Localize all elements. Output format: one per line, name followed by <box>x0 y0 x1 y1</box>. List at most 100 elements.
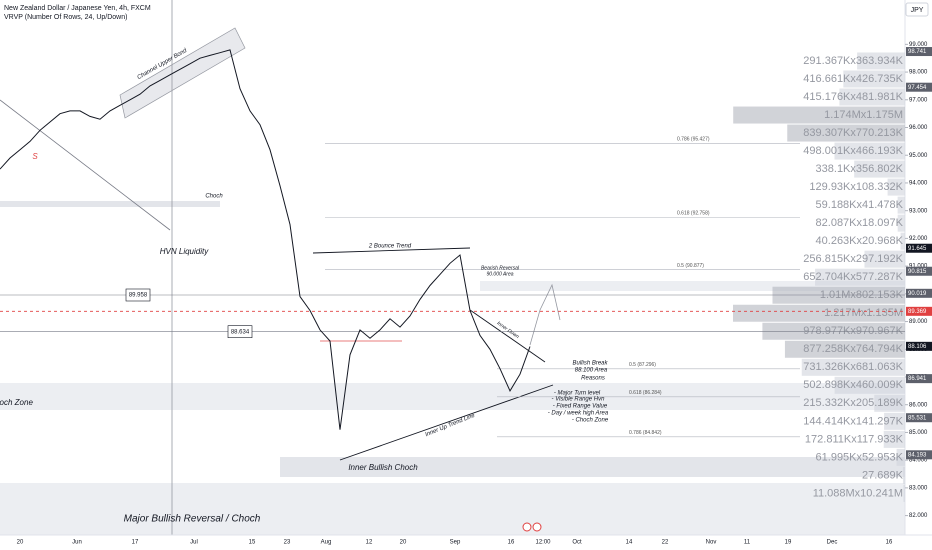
price-tag-label: 90.019 <box>908 291 927 297</box>
x-tick-label: 20 <box>400 540 407 546</box>
level-box <box>227 325 253 339</box>
profile-bar <box>900 232 905 250</box>
price-tag <box>906 82 932 92</box>
fib-label: 0.5 (87.296) <box>629 362 656 368</box>
subtitle: VRVP (Number Of Rows, 24, Up/Down) <box>4 14 127 21</box>
profile-bar <box>834 142 905 160</box>
profile-bar <box>883 430 905 448</box>
x-tick-label: 16 <box>508 540 515 546</box>
projection <box>529 283 561 346</box>
price-tag <box>906 413 932 423</box>
y-tick-label: 91.000 <box>909 264 928 270</box>
trend-line <box>469 309 546 363</box>
y-tick-label: 85.000 <box>909 430 928 436</box>
profile-bar <box>784 340 905 358</box>
annotation: Bullish Break <box>572 361 608 367</box>
price-tag <box>906 306 932 316</box>
profile-bar <box>762 322 905 340</box>
trend-line <box>312 247 471 254</box>
y-tick-label: 84.000 <box>909 458 928 464</box>
level-label: 88.634 <box>231 329 250 335</box>
annotation: Reasons <box>581 376 605 382</box>
y-tick-label: 89.000 <box>909 319 928 325</box>
profile-label: 1.217Mx1.135M <box>824 307 903 319</box>
x-tick-label: 19 <box>785 540 792 546</box>
price-line <box>0 49 531 430</box>
y-tick-label: 82.000 <box>909 513 928 519</box>
price-tag <box>906 266 932 276</box>
profile-bar <box>843 70 905 88</box>
channel <box>119 27 246 119</box>
profile-bar <box>896 448 905 466</box>
profile-label: 652.704Kx577.287K <box>803 271 903 283</box>
y-tick-label: 98.000 <box>909 70 928 76</box>
profile-bar <box>787 124 905 142</box>
x-tick-label: 14 <box>626 540 633 546</box>
profile-bar <box>897 196 905 214</box>
annotation: hoch Zone <box>0 398 33 407</box>
annotation: S <box>32 152 38 161</box>
profile-label: 978.977Kx970.967K <box>803 325 903 337</box>
x-tick-label: 15 <box>249 540 256 546</box>
price-tag-label: 85.531 <box>908 415 927 421</box>
fib-label: 0.786 (84.842) <box>629 430 662 436</box>
currency[interactable]: JPY <box>911 7 924 14</box>
price-tag-label: 97.454 <box>908 85 927 91</box>
x-tick-label: 11 <box>744 540 751 546</box>
trend-line <box>0 99 171 231</box>
x-tick-label: Jul <box>190 540 198 546</box>
y-tick-label: 99.000 <box>909 42 928 48</box>
y-tick-label: 95.000 <box>909 153 928 159</box>
price-tag-label: 98.741 <box>908 49 927 55</box>
annotation: 90.000 Area <box>486 271 513 277</box>
profile-label: 877.258Kx764.794K <box>803 343 903 355</box>
x-tick-label: Aug <box>321 540 332 546</box>
x-tick-label: 12 <box>366 540 373 546</box>
y-tick-label: 92.000 <box>909 236 928 242</box>
profile-bar <box>839 88 905 106</box>
event-marker[interactable] <box>522 522 532 532</box>
fib-label: 0.618 (92.758) <box>677 211 710 217</box>
annotation: HVN Liquidity <box>160 247 209 256</box>
profile-bar <box>801 358 905 376</box>
price-tag <box>906 450 932 460</box>
price-tag-label: 91.645 <box>908 246 927 252</box>
profile-label: 61.995Kx52.953K <box>816 451 904 463</box>
zone <box>280 457 905 477</box>
profile-bar <box>733 304 905 322</box>
profile-bar <box>884 412 905 430</box>
price-tag-label: 86.941 <box>908 376 927 382</box>
annotation: Inner Bullish Choch <box>348 463 418 472</box>
profile-label: 144.414Kx141.297K <box>803 415 903 427</box>
annotation: Choch <box>205 194 223 200</box>
zone <box>0 383 905 410</box>
annotation: 88.100 Area <box>575 368 608 374</box>
x-tick-label: Oct <box>572 540 582 546</box>
profile-label: 502.898Kx460.009K <box>803 379 903 391</box>
y-tick-label: 83.000 <box>909 485 928 491</box>
profile-bar <box>834 376 905 394</box>
level-box <box>125 288 151 302</box>
annotation: Major Bullish Reversal / Choch <box>124 514 261 525</box>
y-tick-label: 94.000 <box>909 181 928 187</box>
profile-label: 839.307Kx770.213K <box>803 127 903 139</box>
profile-bar <box>874 394 905 412</box>
annotation: Inner Up Trend Line <box>425 413 477 439</box>
fib-label: 0.786 (95.427) <box>677 137 710 143</box>
profile-label: 256.815Kx297.192K <box>803 253 903 265</box>
price-tag-label: 89.369 <box>908 309 927 315</box>
annotation: Bearish Reversal <box>481 265 520 271</box>
profile-label: 172.811Kx117.933K <box>805 433 904 445</box>
fib-label: 0.618 (86.284) <box>629 390 662 396</box>
profile-label: 82.087Kx18.097K <box>816 217 904 229</box>
price-tag <box>906 243 932 253</box>
x-tick-label: 20 <box>17 540 24 546</box>
currency-box[interactable] <box>905 2 929 17</box>
x-tick-label: 16 <box>886 540 893 546</box>
annotation: - Major Turn level <box>554 391 601 397</box>
fib-label: 0.5 (90.877) <box>677 263 704 269</box>
zone <box>0 201 220 207</box>
event-marker[interactable] <box>532 522 542 532</box>
profile-label: 59.188Kx41.478K <box>816 199 904 211</box>
